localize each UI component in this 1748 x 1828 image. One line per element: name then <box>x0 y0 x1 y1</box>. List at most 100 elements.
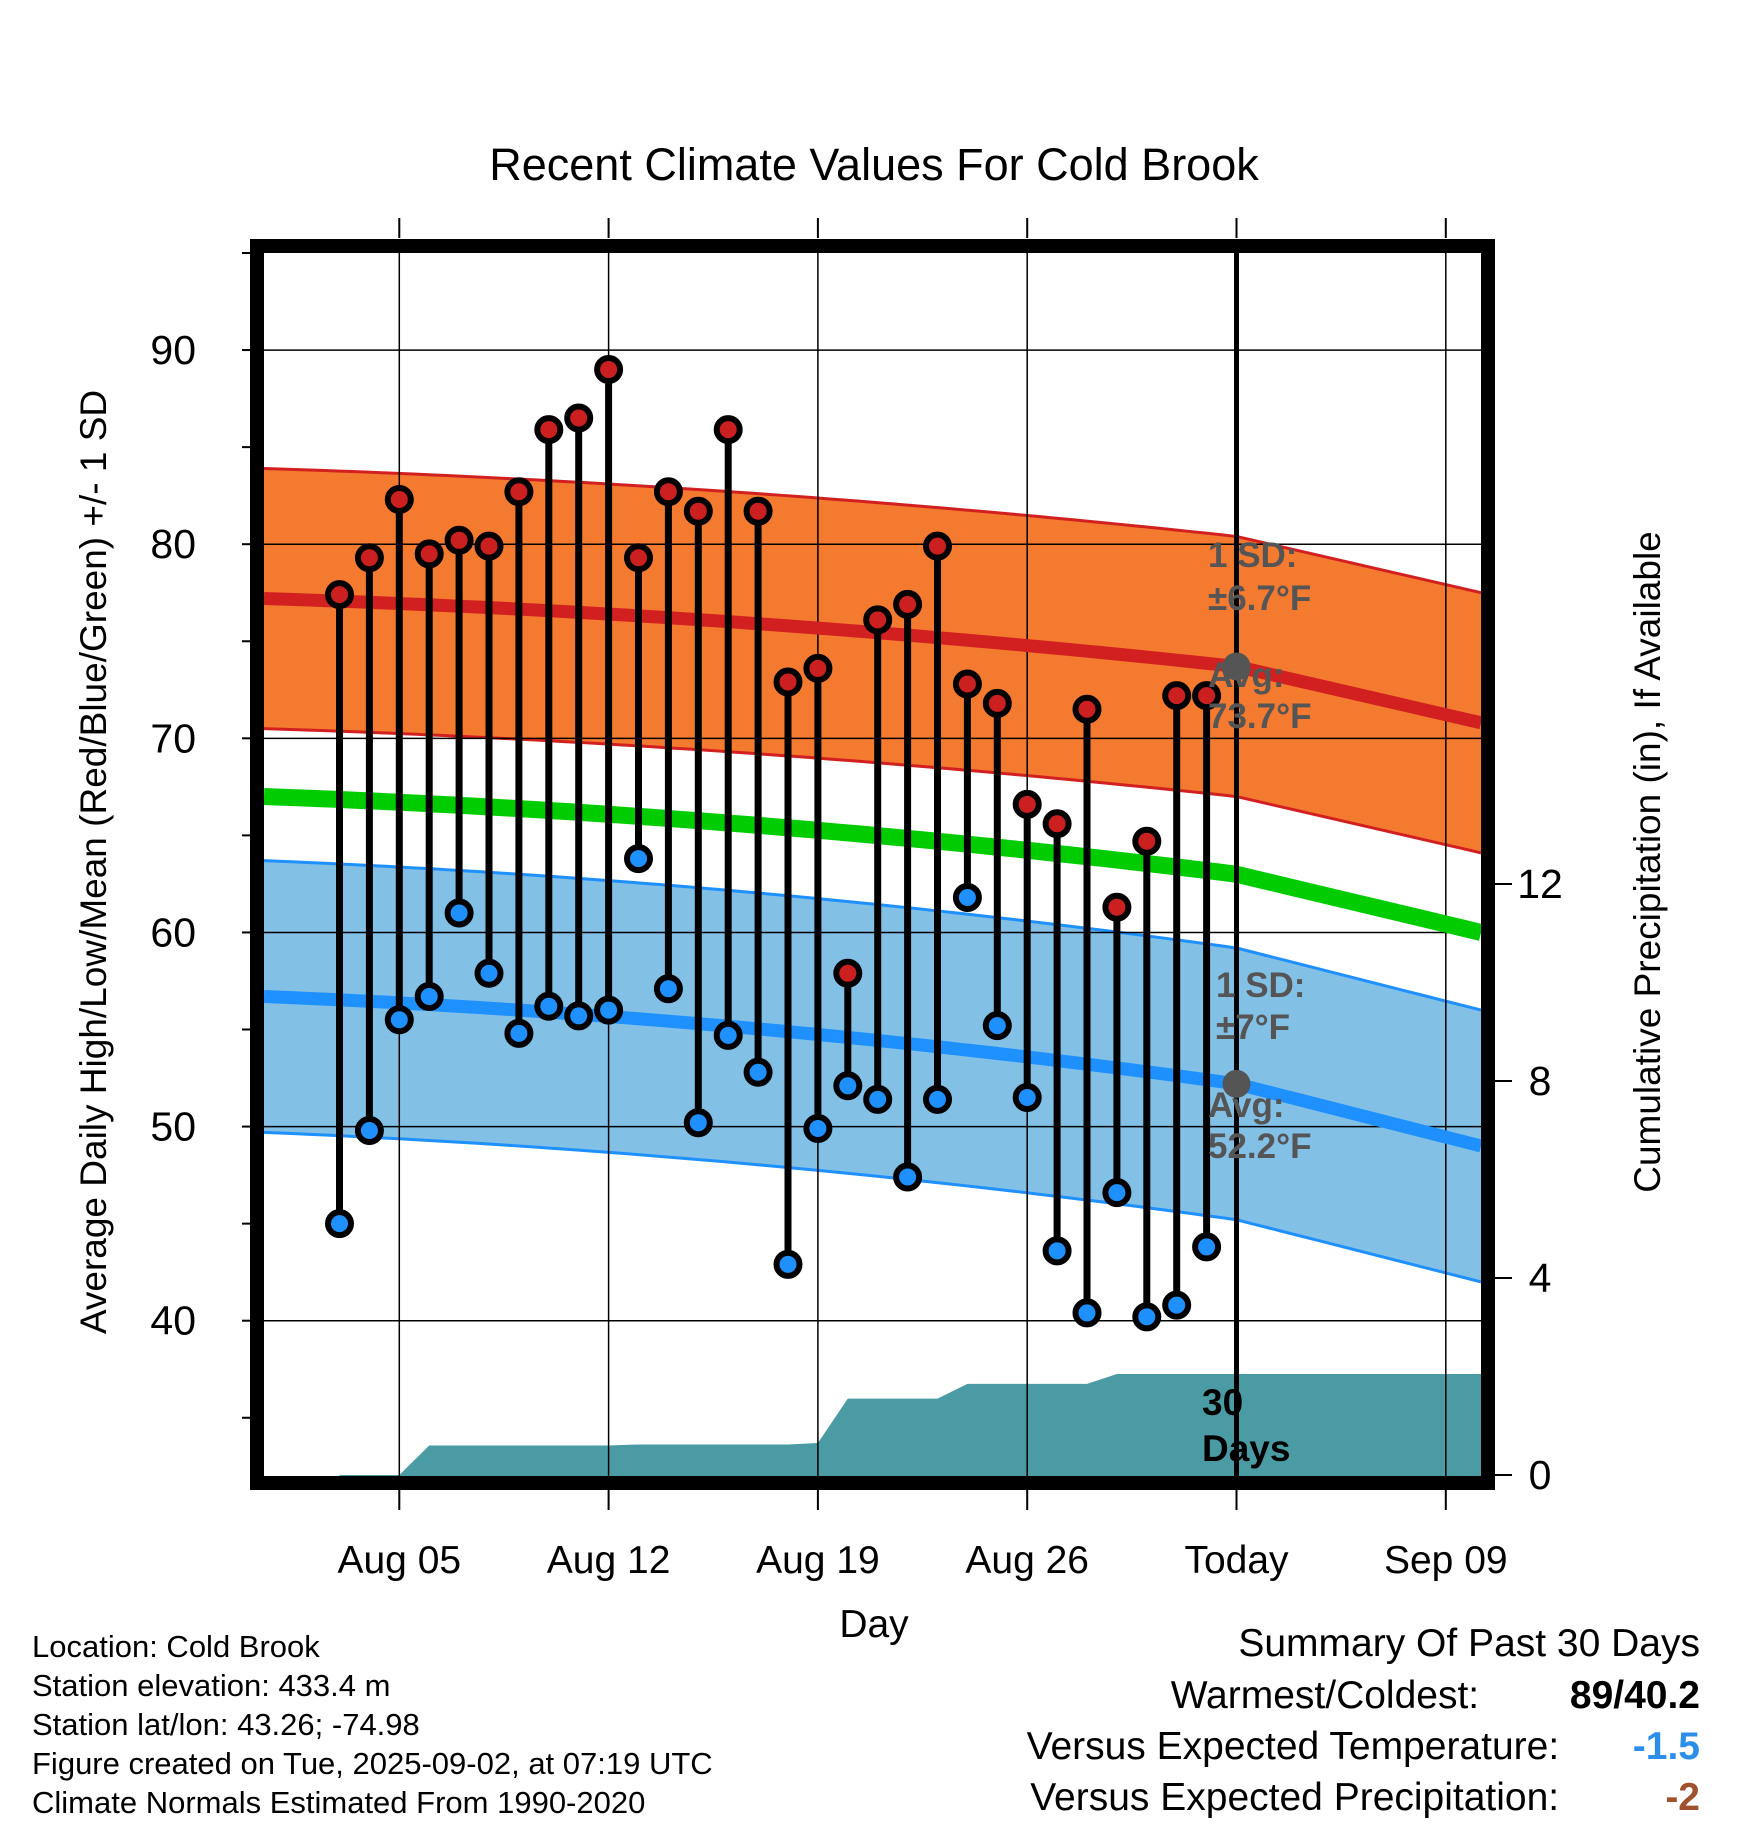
low-temp-point <box>624 844 653 874</box>
high-temp-point <box>534 415 564 445</box>
low-temp-point <box>1102 1178 1132 1208</box>
precip-area <box>339 1374 1481 1476</box>
low-sd-title-label: 1 SD: <box>1216 966 1305 1005</box>
y-tick-label: 50 <box>150 1104 196 1150</box>
high-avg-marker <box>1222 652 1251 681</box>
high-temp-point <box>444 525 474 555</box>
chart-title: Recent Climate Values For Cold Brook <box>489 139 1259 190</box>
low-temp-point <box>833 1071 863 1101</box>
elevation-text: Station elevation: 433.4 m <box>32 1668 391 1703</box>
location-text: Location: Cold Brook <box>32 1629 320 1664</box>
high-temp-point <box>384 485 414 515</box>
low-temp-point <box>444 898 474 928</box>
y2-tick-label: 4 <box>1529 1255 1552 1301</box>
high-temp-point <box>653 477 683 507</box>
low-avg-value-label: 52.2°F <box>1208 1127 1312 1166</box>
high-temp-point <box>803 653 833 683</box>
low-sd-value-label: ±7°F <box>1216 1008 1290 1047</box>
high-temp-point <box>1102 892 1132 922</box>
high-band-upper-edge <box>264 466 1481 595</box>
high-temp-point <box>325 580 354 610</box>
low-temp-point <box>354 1115 384 1145</box>
high-avg-title-label: Avg: <box>1208 656 1284 695</box>
high-band-lower-edge <box>264 727 1481 855</box>
low-temp-point <box>384 1005 414 1035</box>
high-temp-point <box>1132 826 1162 856</box>
low-temp-point <box>504 1018 534 1048</box>
low-sd-band <box>264 860 1481 1282</box>
low-temp-point <box>1042 1236 1072 1266</box>
station-metadata: Location: Cold Brook Station elevation: … <box>32 1627 713 1822</box>
latlon-text: Station lat/lon: 43.26; -74.98 <box>32 1707 420 1742</box>
low-temp-point <box>773 1249 803 1279</box>
high-temp-point <box>414 539 444 569</box>
high-temp-point <box>863 605 893 635</box>
low-temp-point <box>414 982 444 1012</box>
x-tick-label: Aug 05 <box>337 1539 461 1582</box>
normal-mean-line <box>264 788 1481 941</box>
high-avg-value-label: 73.7°F <box>1208 697 1312 736</box>
high-temp-point <box>923 531 952 561</box>
low-temp-point <box>474 958 504 988</box>
low-temp-point <box>1012 1082 1042 1112</box>
high-temp-point <box>982 688 1012 718</box>
high-temp-point <box>1162 681 1192 711</box>
low-temp-point <box>863 1084 893 1114</box>
precip-days-word: Days <box>1202 1428 1290 1469</box>
high-temp-point <box>833 958 863 988</box>
high-temp-point <box>474 531 504 561</box>
low-band-upper-edge <box>264 859 1481 1012</box>
x-tick-label: Today <box>1184 1539 1289 1582</box>
high-temp-point <box>773 667 803 697</box>
low-temp-point <box>564 1001 594 1031</box>
high-temp-point <box>594 354 624 384</box>
y-tick-label: 60 <box>150 909 196 955</box>
low-temp-point <box>534 991 564 1021</box>
y-tick-label: 40 <box>150 1298 196 1344</box>
high-temp-point <box>1192 681 1222 711</box>
high-sd-title-label: 1 SD: <box>1208 536 1297 575</box>
low-temp-point <box>594 995 624 1025</box>
plot-frame <box>250 239 1495 1490</box>
low-temp-point <box>982 1011 1012 1041</box>
high-temp-point <box>713 415 743 445</box>
x-axis-label: Day <box>839 1603 909 1646</box>
created-text: Figure created on Tue, 2025-09-02, at 07… <box>32 1746 713 1781</box>
high-temp-point <box>1012 789 1042 819</box>
low-temp-point <box>893 1162 923 1192</box>
low-temp-point <box>743 1057 773 1087</box>
high-temp-point <box>1072 694 1102 724</box>
high-temp-point <box>564 403 594 433</box>
x-tick-label: Sep 09 <box>1384 1539 1508 1582</box>
low-temp-point <box>1162 1290 1192 1320</box>
high-temp-point <box>1042 809 1072 839</box>
y-tick-label: 90 <box>150 327 196 373</box>
high-temp-point <box>624 543 653 573</box>
low-temp-point <box>952 883 982 913</box>
low-temp-point <box>1132 1302 1162 1332</box>
low-temp-point <box>923 1084 952 1114</box>
normal-low-line <box>264 990 1481 1153</box>
high-temp-point <box>893 589 923 619</box>
low-temp-point <box>653 974 683 1004</box>
low-avg-title-label: Avg: <box>1208 1086 1284 1125</box>
y2-tick-label: 0 <box>1529 1452 1552 1498</box>
y2-axis-label: Cumulative Precipitation (in), If Availa… <box>1627 531 1668 1193</box>
low-avg-marker <box>1222 1069 1251 1098</box>
low-temp-point <box>683 1108 713 1138</box>
y2-tick-label: 12 <box>1517 861 1563 907</box>
x-tick-label: Aug 26 <box>965 1539 1089 1582</box>
x-tick-label: Aug 12 <box>547 1539 671 1582</box>
high-temp-point <box>683 496 713 526</box>
low-temp-point <box>803 1114 833 1144</box>
plot-clip-group <box>264 253 1481 1476</box>
high-temp-point <box>743 496 773 526</box>
x-tick-label: Aug 19 <box>756 1539 880 1582</box>
y-tick-label: 80 <box>150 521 196 567</box>
low-temp-point <box>1192 1232 1222 1262</box>
high-sd-value-label: ±6.7°F <box>1208 579 1311 618</box>
high-temp-point <box>952 669 982 699</box>
high-temp-point <box>354 543 384 573</box>
